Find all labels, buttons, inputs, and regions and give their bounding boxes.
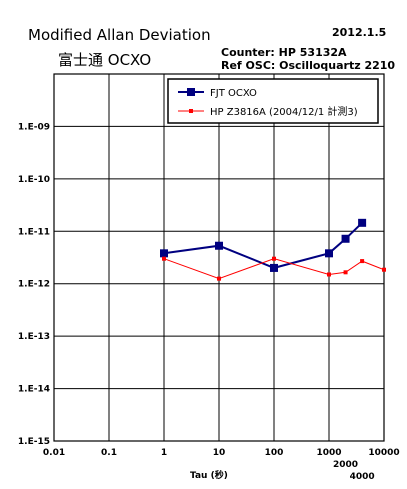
legend-label-fjt: FJT OCXO bbox=[210, 88, 257, 99]
legend-label-hp: HP Z3816A (2004/12/1 計測3) bbox=[210, 105, 358, 118]
x-tick-label: 10000 bbox=[368, 448, 399, 458]
y-tick-labels: 1.E-15 1.E-14 1.E-13 1.E-12 1.E-11 1.E-10 1.E-… bbox=[18, 122, 50, 447]
y-tick-label: 1.E-11 bbox=[18, 227, 50, 237]
data-point bbox=[341, 234, 350, 243]
series-1 bbox=[162, 256, 386, 281]
data-point bbox=[217, 276, 221, 281]
y-tick-label: 1.E-14 bbox=[18, 385, 50, 395]
legend-box bbox=[167, 78, 379, 124]
data-point bbox=[215, 241, 223, 250]
series-group bbox=[160, 218, 386, 281]
x-tick-label: 1 bbox=[161, 448, 167, 458]
y-tick-label: 1.E-13 bbox=[18, 332, 50, 342]
x-tick-label: 0.1 bbox=[101, 448, 117, 458]
y-tick-label: 1.E-09 bbox=[18, 122, 50, 132]
x-extra-tick-label: 4000 bbox=[350, 472, 375, 482]
data-point bbox=[360, 259, 365, 264]
ref-osc-label: Ref OSC: Oscilloquartz 2210 bbox=[221, 59, 395, 72]
x-tick-label: 10 bbox=[213, 448, 226, 458]
x-axis-label: Tau (秒) bbox=[190, 469, 228, 481]
data-point bbox=[162, 256, 166, 261]
legend-marker-hp bbox=[189, 109, 193, 113]
x-tick-label: 0.01 bbox=[43, 448, 65, 458]
y-tick-label: 1.E-15 bbox=[18, 437, 50, 447]
chart-title: Modified Allan Deviation bbox=[28, 26, 211, 44]
series-0 bbox=[160, 218, 367, 272]
x-tick-labels: 0.01 0.1 1 10 100 1000 10000 2000 4000 bbox=[43, 448, 400, 482]
x-extra-tick-label: 2000 bbox=[333, 460, 358, 470]
legend-marker-fjt bbox=[187, 88, 195, 96]
chart-subtitle: 富士通 OCXO bbox=[58, 51, 151, 69]
counter-label: Counter: HP 53132A bbox=[221, 46, 347, 59]
data-point bbox=[270, 263, 278, 272]
data-point bbox=[343, 270, 348, 275]
data-point bbox=[382, 267, 386, 272]
y-tick-label: 1.E-10 bbox=[18, 175, 50, 185]
plot-frame bbox=[53, 73, 385, 442]
x-tick-label: 100 bbox=[265, 448, 284, 458]
legend: FJT OCXO HP Z3816A (2004/12/1 計測3) bbox=[167, 78, 379, 124]
data-point bbox=[160, 249, 168, 258]
x-tick-label: 1000 bbox=[316, 448, 341, 458]
data-point bbox=[272, 256, 276, 261]
y-tick-label: 1.E-12 bbox=[18, 280, 50, 290]
date-label: 2012.1.5 bbox=[332, 26, 386, 39]
data-point bbox=[325, 249, 333, 258]
data-point bbox=[327, 272, 331, 277]
data-point bbox=[358, 218, 367, 227]
